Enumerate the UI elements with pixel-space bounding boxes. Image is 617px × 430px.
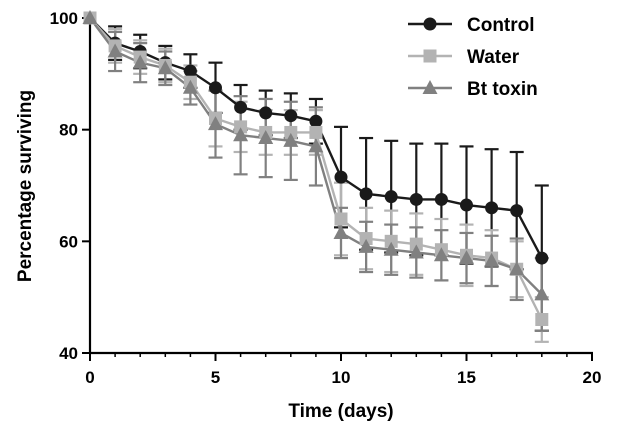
- control-point: [234, 100, 248, 114]
- water-point: [535, 313, 549, 326]
- control-point: [409, 192, 423, 206]
- x-axis-label: Time (days): [288, 401, 393, 422]
- control-point: [284, 109, 298, 123]
- bt-toxin-point: [208, 116, 223, 131]
- bt-toxin-point: [233, 127, 249, 142]
- control-point: [510, 204, 524, 218]
- legend: Control Water Bt toxin: [408, 15, 538, 100]
- bt-toxin-point: [82, 10, 98, 24]
- bt-toxin-point: [107, 43, 123, 58]
- legend-item-control: Control: [408, 15, 535, 36]
- bt-toxin-point: [283, 132, 299, 147]
- bt-toxin-point: [182, 79, 198, 94]
- water-point: [309, 125, 323, 139]
- bt-toxin-point: [308, 138, 324, 153]
- bt-toxin-point: [509, 261, 525, 276]
- legend-marker-bt-toxin: [422, 80, 438, 94]
- series-markers: [82, 10, 550, 326]
- bt-toxin-point: [333, 224, 349, 239]
- legend-label: Water: [467, 47, 520, 68]
- bt-toxin-point: [408, 244, 424, 259]
- control-point: [183, 64, 197, 78]
- y-tick-label: 60: [59, 232, 78, 251]
- bt-toxin-point: [258, 130, 274, 145]
- x-tick-label: 10: [332, 368, 351, 387]
- bt-toxin-point: [534, 286, 550, 301]
- water-point: [384, 234, 398, 248]
- control-point: [309, 114, 323, 128]
- control-point: [535, 251, 549, 265]
- control-point: [485, 201, 499, 215]
- bt-toxin-point: [459, 250, 474, 265]
- y-tick-label: 40: [59, 344, 78, 363]
- x-tick-label: 5: [211, 368, 220, 387]
- legend-marker-control: [423, 17, 437, 31]
- legend-label: Bt toxin: [467, 79, 538, 100]
- y-tick-label: 100: [50, 9, 78, 28]
- x-tick-label: 15: [457, 368, 476, 387]
- legend-marker-water: [423, 49, 437, 63]
- bt-toxin-point: [484, 252, 500, 267]
- bt-toxin-point: [358, 238, 374, 253]
- bt-toxin-point: [157, 60, 173, 75]
- bt-toxin-point: [132, 54, 148, 69]
- control-point: [359, 187, 373, 201]
- water-point: [359, 232, 373, 246]
- control-point: [384, 190, 398, 204]
- water-point: [409, 237, 423, 251]
- water-point: [234, 120, 248, 134]
- control-point: [334, 170, 348, 184]
- control-point: [434, 192, 448, 206]
- x-tick-label: 0: [85, 368, 94, 387]
- axes: 0 5 10 15 20 40 60 80 100: [50, 9, 602, 387]
- legend-item-bt-toxin: Bt toxin: [408, 79, 538, 100]
- legend-label: Control: [467, 15, 535, 36]
- y-tick-label: 80: [59, 121, 78, 140]
- water-point: [284, 125, 298, 139]
- y-axis-label: Percentage surviving: [15, 90, 36, 282]
- bt-toxin-point: [383, 241, 399, 256]
- x-tick-label: 20: [583, 368, 602, 387]
- control-point: [209, 81, 222, 95]
- bt-toxin-point: [433, 247, 449, 262]
- water-point: [334, 212, 348, 226]
- control-point: [460, 198, 473, 212]
- legend-item-water: Water: [408, 47, 520, 68]
- control-point: [259, 106, 273, 120]
